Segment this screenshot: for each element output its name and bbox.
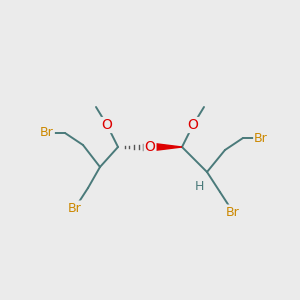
Polygon shape	[150, 143, 182, 151]
Text: H: H	[194, 181, 204, 194]
Text: O: O	[145, 140, 155, 154]
Text: O: O	[102, 118, 112, 132]
Text: Br: Br	[68, 202, 82, 214]
Text: Br: Br	[226, 206, 240, 218]
Text: Br: Br	[40, 127, 54, 140]
Text: O: O	[188, 118, 198, 132]
Text: Br: Br	[254, 131, 268, 145]
